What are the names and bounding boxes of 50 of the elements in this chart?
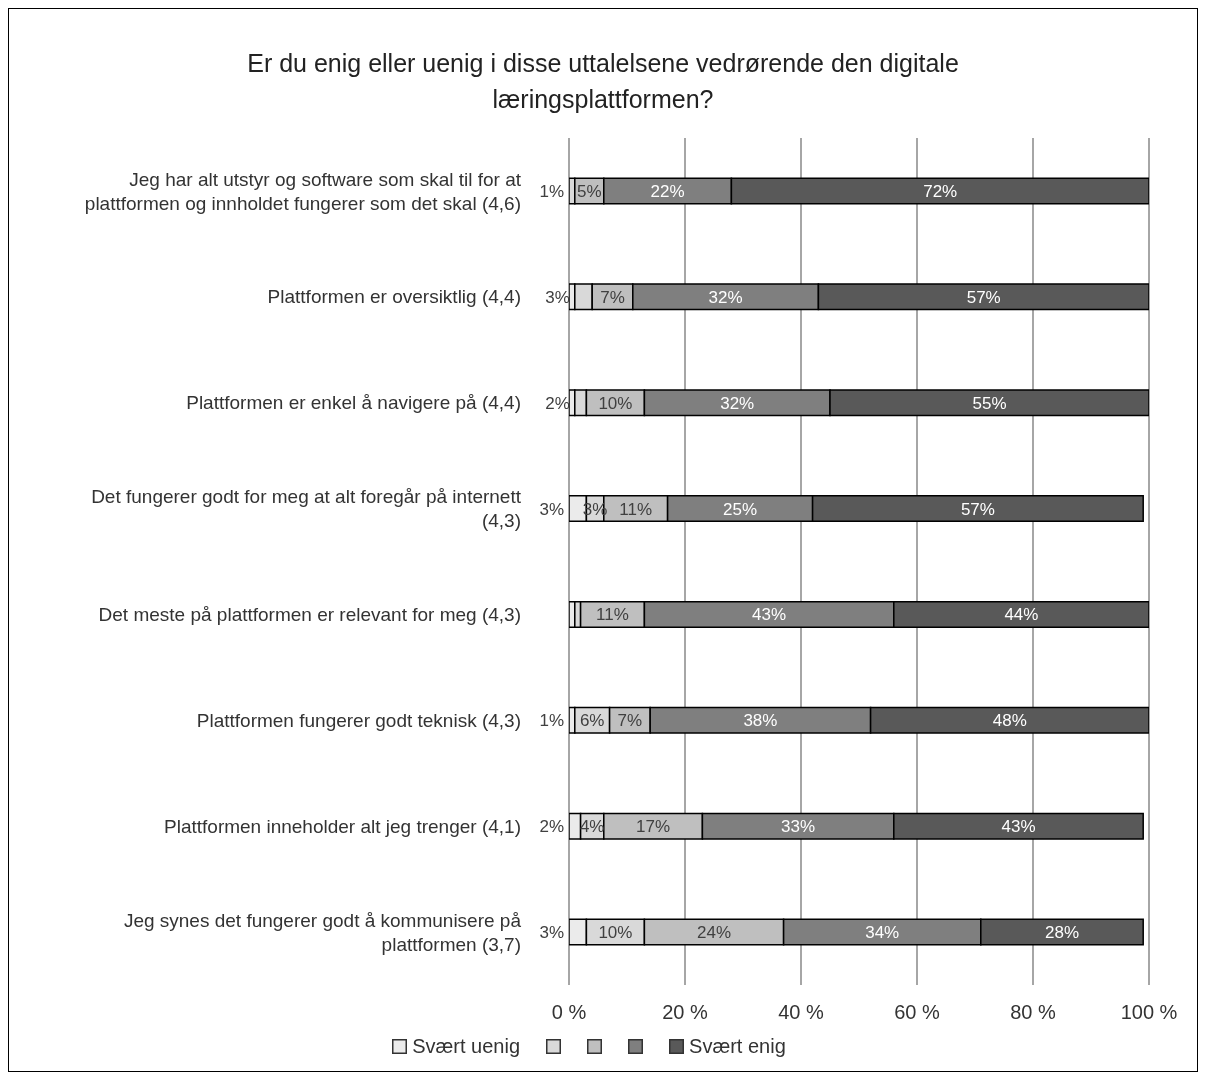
data-label: 38%: [743, 710, 778, 730]
data-label: 2%: [539, 816, 564, 836]
data-label: 11%: [619, 499, 653, 519]
data-label: 33%: [781, 816, 816, 836]
data-label: 10%: [598, 393, 633, 413]
legend-label: Svært uenig: [412, 1034, 521, 1058]
data-label: 3%: [545, 287, 570, 307]
data-label: 7%: [600, 287, 625, 307]
data-label: 11%: [596, 604, 629, 624]
y-tick-label: Plattformen fungerer godt teknisk (4,3): [196, 709, 521, 731]
data-label: 34%: [865, 922, 900, 942]
data-label: 32%: [720, 393, 755, 413]
y-tick-label: Det meste på plattformen er relevant for meg (4,3): [98, 603, 521, 625]
data-label: 57%: [960, 499, 995, 519]
data-label: 55%: [972, 393, 1007, 413]
data-label: 25%: [723, 499, 758, 519]
data-label: 2%: [545, 393, 570, 413]
data-label: 48%: [992, 710, 1027, 730]
data-label: 3%: [539, 922, 564, 942]
x-tick-label: 40 %: [778, 1000, 825, 1023]
data-label: 24%: [696, 922, 732, 942]
data-label: 22%: [650, 181, 685, 201]
x-tick-label: 60 %: [894, 1000, 941, 1023]
legend-label: Svært enig: [689, 1034, 786, 1058]
y-tick-label: Jeg synes det fungerer godt å kommunisere på plattformen (3,7): [123, 909, 522, 955]
x-tick-label: 80 %: [1010, 1000, 1057, 1023]
data-label: 1%: [539, 181, 564, 201]
data-label: 6%: [579, 710, 605, 730]
y-tick-label: Det fungerer godt for meg at alt foregår på internett (4,3): [91, 485, 522, 531]
data-label: 32%: [708, 287, 743, 307]
data-label: 7%: [617, 710, 643, 730]
data-label: 1%: [539, 710, 564, 730]
data-label: 17%: [636, 816, 671, 836]
y-tick-label: Plattformen er enkel å navigere på (4,4): [186, 391, 521, 413]
data-label: 43%: [752, 604, 787, 624]
data-label: 5%: [577, 181, 602, 201]
data-label: 57%: [966, 287, 1001, 307]
data-label: 3%: [539, 499, 564, 519]
data-label: 72%: [923, 181, 958, 201]
x-tick-label: 20 %: [662, 1000, 709, 1023]
y-tick-label: Plattformen inneholder alt jeg trenger (4,1): [164, 815, 521, 837]
data-label: 44%: [1004, 604, 1039, 624]
y-tick-label: Jeg har alt utstyr og software som skal til for at plattformen og innholdet fungerer som det skal (4,6): [84, 168, 522, 214]
chart-title: Er du enig eller uenig i disse uttalelsene vedrørende den digitale læringsplattformen?: [246, 48, 960, 116]
data-label: 10%: [598, 922, 633, 942]
data-label: 43%: [1001, 816, 1036, 836]
data-label: 28%: [1044, 922, 1080, 942]
x-tick-label: 100 %: [1120, 1000, 1178, 1023]
y-tick-label: Plattformen er oversiktlig (4,4): [267, 285, 521, 307]
x-tick-label: 0 %: [551, 1000, 587, 1023]
